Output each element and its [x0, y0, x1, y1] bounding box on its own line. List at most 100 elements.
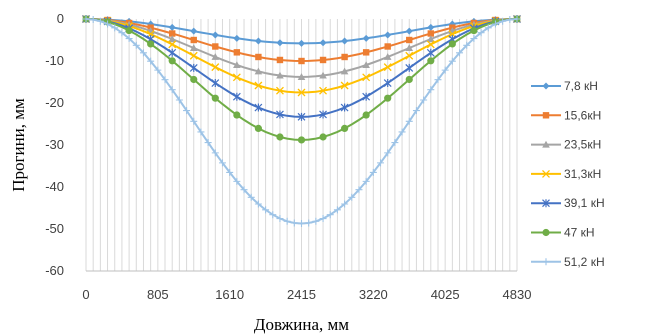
- data-point: [319, 71, 327, 79]
- data-point: [212, 43, 219, 50]
- data-point: [211, 53, 220, 60]
- legend-marker: [542, 82, 550, 90]
- data-point: [254, 124, 262, 133]
- legend-marker: [542, 199, 550, 208]
- legend-label: 51,2 кН: [564, 255, 605, 269]
- data-point: [362, 73, 371, 82]
- data-point: [420, 96, 428, 104]
- data-point: [276, 71, 284, 79]
- data-point: [456, 49, 464, 57]
- data-point: [341, 124, 349, 133]
- data-point: [412, 107, 420, 115]
- data-point: [125, 35, 133, 43]
- data-point: [204, 139, 212, 147]
- y-axis-title: Прогини, мм: [9, 98, 28, 192]
- legend-item: 31,3кН: [531, 167, 601, 181]
- x-tick-label: 4830: [503, 287, 532, 302]
- data-point: [211, 79, 220, 88]
- data-point: [190, 117, 198, 125]
- data-point: [168, 40, 177, 49]
- legend-item: 47 кН: [531, 226, 595, 240]
- data-point: [319, 110, 327, 119]
- data-point: [298, 57, 305, 65]
- series-4: [82, 15, 521, 97]
- data-point: [232, 92, 241, 101]
- legend-item: 51,2 кН: [531, 255, 605, 269]
- data-point: [147, 40, 155, 48]
- data-point: [319, 133, 327, 141]
- data-point: [362, 111, 370, 119]
- x-tick-label: 1610: [215, 287, 244, 302]
- data-point: [362, 177, 370, 185]
- y-tick-label: -10: [45, 53, 64, 68]
- data-point: [405, 44, 414, 51]
- data-point: [233, 177, 241, 185]
- legend-item: 23,5кН: [531, 138, 601, 152]
- data-point: [384, 94, 392, 102]
- tick-labels: 0 805 1610 2415 3220 4025 4830 0 -10 -20 -30 -40 -50…: [45, 11, 531, 302]
- data-point: [233, 111, 241, 119]
- data-point: [298, 220, 305, 228]
- data-point: [484, 24, 492, 32]
- data-point: [434, 76, 442, 84]
- x-tick-label: 2415: [287, 287, 316, 302]
- data-point: [297, 112, 306, 121]
- grid-lines: [85, 19, 518, 272]
- data-point: [226, 168, 234, 176]
- y-tick-label: 0: [57, 11, 64, 26]
- data-point: [297, 136, 306, 144]
- legend-label: 7,8 кН: [564, 79, 598, 93]
- data-point: [463, 41, 471, 49]
- data-point: [362, 92, 371, 101]
- data-point: [276, 39, 284, 47]
- data-point: [426, 40, 435, 49]
- data-point: [262, 206, 270, 214]
- data-point: [168, 35, 176, 43]
- data-point: [169, 30, 176, 37]
- y-tick-label: -40: [45, 179, 64, 194]
- data-point: [333, 206, 341, 214]
- data-point: [405, 75, 413, 84]
- data-point: [190, 75, 198, 84]
- data-point: [104, 20, 112, 28]
- data-point: [297, 73, 306, 80]
- data-point: [154, 66, 162, 74]
- data-point: [82, 15, 90, 23]
- data-point: [276, 215, 284, 223]
- data-point: [384, 43, 391, 50]
- y-tick-label: -20: [45, 95, 64, 110]
- data-point: [255, 53, 262, 61]
- legend-item: 39,1 кН: [531, 196, 605, 210]
- data-point: [506, 16, 514, 24]
- legend-item: 7,8 кН: [531, 79, 598, 93]
- data-point: [189, 44, 198, 51]
- data-point: [240, 186, 248, 194]
- series-6: [82, 15, 521, 144]
- legend-label: 15,6кН: [564, 108, 601, 122]
- data-point: [276, 110, 284, 119]
- data-point: [168, 57, 176, 65]
- data-point: [211, 63, 220, 72]
- data-point: [254, 37, 262, 45]
- data-point: [427, 86, 435, 94]
- legend-label: 39,1 кН: [564, 196, 605, 210]
- legend-label: 31,3кН: [564, 167, 601, 181]
- data-point: [406, 36, 413, 44]
- data-point: [369, 168, 377, 176]
- data-point: [89, 16, 97, 24]
- series-group: [82, 15, 521, 228]
- legend-marker: [542, 112, 550, 119]
- data-point: [355, 186, 363, 194]
- data-point: [96, 17, 104, 25]
- data-point: [427, 57, 435, 65]
- data-point: [319, 39, 327, 47]
- data-point: [448, 40, 456, 48]
- data-point: [326, 211, 334, 219]
- data-point: [448, 57, 456, 65]
- data-point: [232, 73, 241, 82]
- data-point: [211, 149, 219, 157]
- data-point: [298, 39, 305, 47]
- data-point: [341, 200, 349, 208]
- legend-label: 47 кН: [564, 226, 595, 240]
